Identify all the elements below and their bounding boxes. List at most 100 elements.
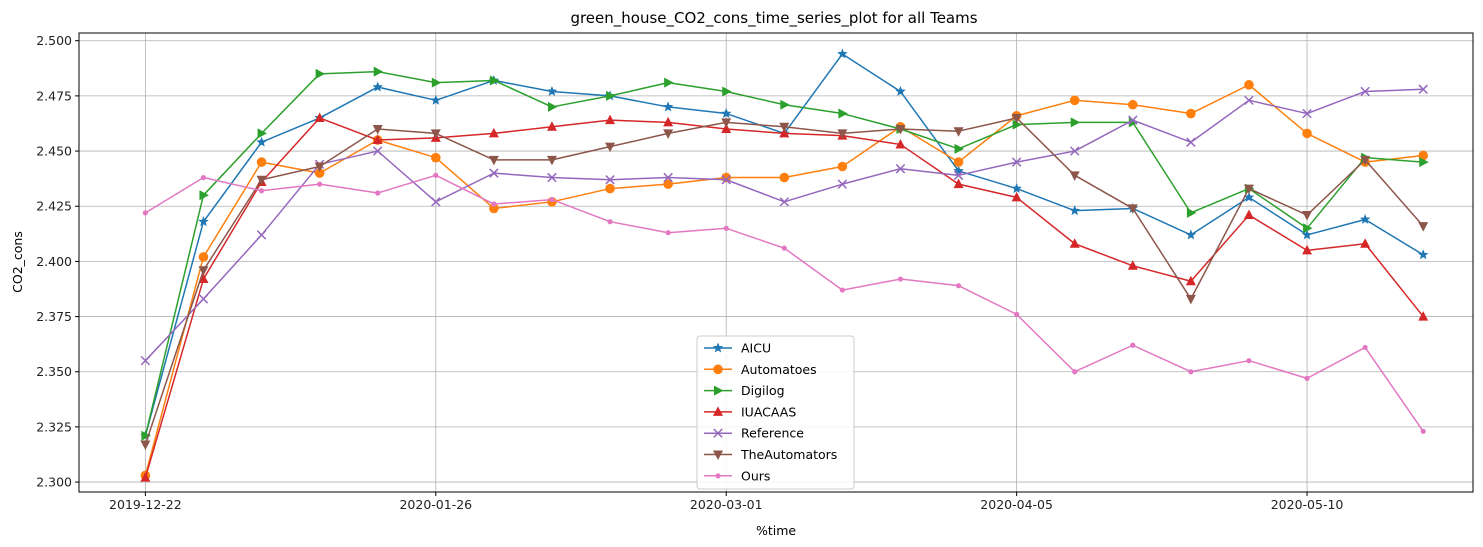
data-point-aicu	[198, 216, 209, 227]
legend-marker-iuacaas	[713, 406, 723, 416]
data-point-iuacaas	[953, 178, 964, 189]
y-tick-label: 2.450	[36, 144, 72, 159]
data-point-theautomators	[1011, 113, 1022, 124]
data-point-ours	[1014, 311, 1020, 317]
data-point-reference	[1302, 108, 1312, 119]
data-point-iuacaas	[314, 112, 325, 122]
data-point-iuacaas	[1127, 260, 1138, 270]
x-tick-label: 2020-04-05	[980, 497, 1053, 512]
legend-item-digilog: Digilog	[704, 383, 785, 398]
y-tick-label: 2.325	[36, 419, 72, 434]
data-point-reference	[1069, 146, 1080, 156]
data-point-aicu	[1011, 183, 1022, 194]
data-point-iuacaas	[372, 134, 383, 145]
data-point-reference	[140, 355, 151, 366]
data-point-digilog	[606, 90, 616, 101]
data-point-automatoes	[198, 252, 209, 262]
data-point-iuacaas	[488, 127, 499, 138]
data-point-ours	[433, 172, 439, 178]
data-point-aicu	[895, 85, 906, 96]
data-point-ours	[781, 245, 787, 251]
data-point-automatoes	[489, 203, 499, 214]
data-point-ours	[317, 181, 323, 187]
data-point-digilog	[1070, 117, 1081, 128]
data-point-ours	[258, 188, 265, 194]
y-tick-label: 2.500	[36, 33, 72, 48]
data-point-aicu	[1243, 191, 1255, 202]
data-point-ours	[1130, 342, 1136, 348]
y-tick-label: 2.375	[36, 309, 72, 324]
data-point-reference	[198, 294, 209, 304]
data-point-reference	[256, 230, 267, 240]
data-point-theautomators	[140, 440, 151, 451]
data-point-theautomators	[1185, 294, 1196, 305]
data-point-digilog	[431, 77, 442, 88]
data-point-reference	[1128, 115, 1138, 125]
data-point-digilog	[1186, 207, 1197, 218]
data-point-ours	[549, 197, 555, 203]
data-point-iuacaas	[1302, 244, 1313, 255]
data-point-automatoes	[256, 157, 267, 167]
legend-label-automatoes: Automatoes	[741, 362, 817, 377]
data-point-automatoes	[779, 172, 790, 183]
data-point-theautomators	[721, 118, 732, 128]
data-point-iuacaas	[1360, 238, 1371, 248]
data-point-theautomators	[663, 129, 674, 139]
legend-marker-theautomators	[713, 450, 723, 460]
data-point-ours	[1362, 344, 1368, 351]
data-point-digilog	[1303, 223, 1313, 234]
data-point-iuacaas	[546, 121, 557, 131]
data-point-reference	[779, 197, 790, 207]
data-point-theautomators	[779, 122, 790, 133]
data-point-aicu	[372, 81, 383, 92]
data-point-ours	[1246, 358, 1252, 364]
y-tick-label: 2.350	[36, 364, 72, 379]
data-point-iuacaas	[895, 138, 906, 149]
data-point-aicu	[953, 165, 964, 176]
data-point-ours	[142, 210, 148, 216]
legend-marker-reference	[713, 428, 723, 438]
data-point-aicu	[1301, 229, 1313, 240]
data-point-automatoes	[605, 183, 615, 194]
data-point-reference	[605, 175, 615, 185]
legend-item-theautomators: TheAutomators	[704, 447, 837, 462]
y-axis: 2.300 2.325 2.350 2.375 2.400 2.425 2.450 2.475…	[36, 33, 79, 490]
data-point-digilog	[722, 86, 732, 97]
legend-marker-automatoes	[713, 364, 723, 375]
series-reference	[140, 84, 1428, 366]
data-point-aicu	[662, 101, 674, 112]
data-point-ours	[955, 283, 962, 289]
data-point-theautomators	[605, 142, 616, 153]
data-point-aicu	[1417, 249, 1429, 260]
data-point-digilog	[315, 68, 326, 79]
data-point-theautomators	[1360, 155, 1371, 166]
data-point-ours	[607, 219, 613, 225]
y-tick-label: 2.400	[36, 254, 72, 269]
data-point-ours	[491, 201, 497, 207]
data-point-automatoes	[953, 157, 964, 167]
legend-item-iuacaas: IUACAAS	[704, 404, 796, 419]
data-point-ours	[723, 225, 729, 231]
data-point-iuacaas	[198, 273, 209, 284]
legend-label-aicu: AICU	[741, 341, 771, 356]
data-point-iuacaas	[1418, 311, 1429, 321]
data-point-aicu	[720, 108, 732, 118]
data-point-digilog	[1012, 119, 1023, 130]
y-tick-label: 2.475	[36, 88, 72, 103]
data-point-digilog	[954, 143, 965, 154]
data-point-ours	[897, 276, 904, 282]
x-axis-title: %time	[756, 523, 796, 538]
data-point-reference	[489, 168, 499, 178]
data-point-theautomators	[198, 266, 209, 276]
data-point-digilog	[257, 128, 268, 139]
data-point-ours	[200, 174, 207, 181]
data-point-iuacaas	[1069, 238, 1080, 248]
y-axis-title: CO2_cons	[10, 231, 25, 293]
data-point-automatoes	[314, 168, 325, 178]
data-point-automatoes	[1244, 80, 1254, 90]
data-point-automatoes	[1418, 150, 1429, 161]
data-point-theautomators	[1302, 211, 1313, 221]
data-point-automatoes	[1069, 95, 1080, 106]
data-point-theautomators	[256, 175, 267, 186]
